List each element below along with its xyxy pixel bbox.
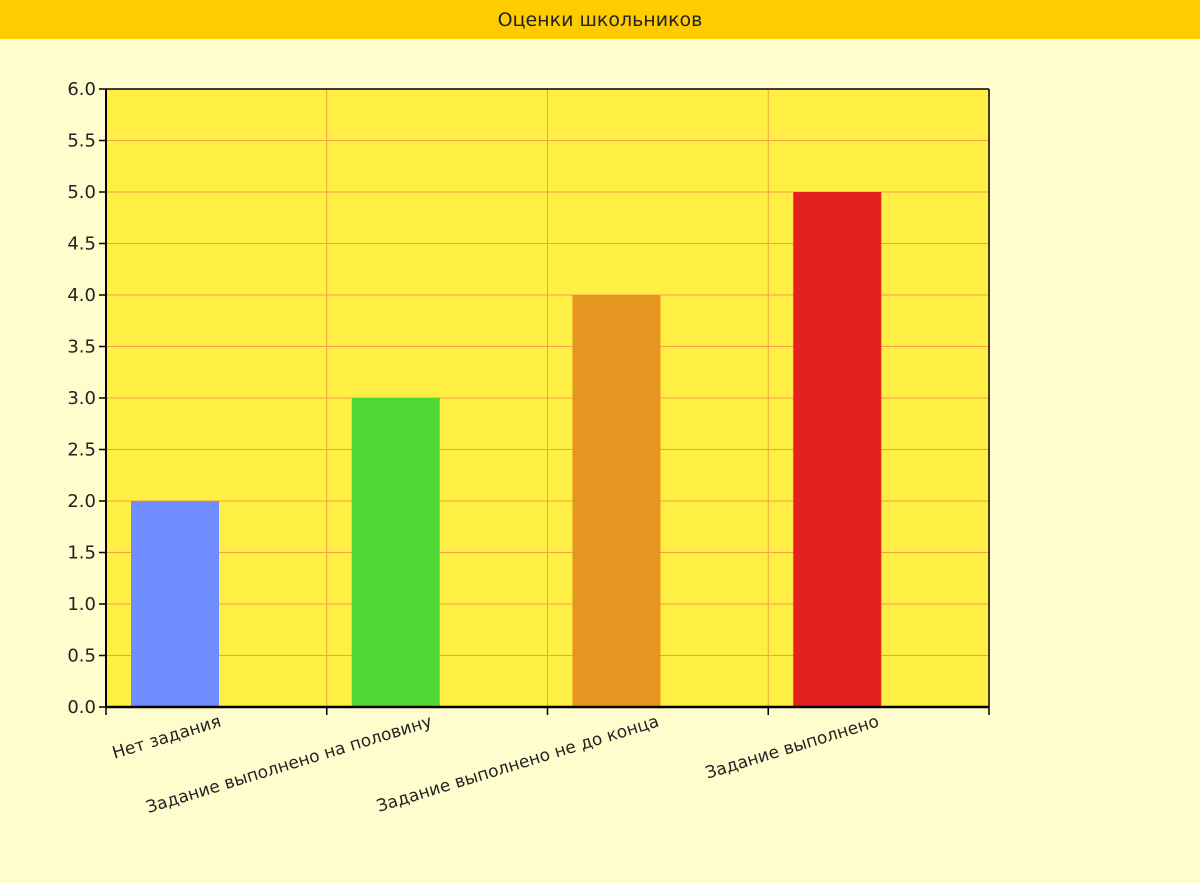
y-tick-label: 5.5 — [67, 131, 96, 152]
y-tick-label: 2.0 — [67, 491, 96, 512]
y-tick-label: 3.5 — [67, 337, 96, 358]
y-tick-label: 0.5 — [67, 646, 96, 667]
bar — [351, 398, 440, 707]
y-tick-label: 1.5 — [67, 543, 96, 564]
y-tick-label: 0.0 — [67, 697, 96, 718]
x-category-label: Нет задания — [110, 712, 224, 764]
bar — [572, 295, 661, 707]
y-tick-label: 4.0 — [67, 285, 96, 306]
bar — [131, 501, 219, 707]
bar — [793, 192, 882, 707]
y-tick-label: 3.0 — [67, 388, 96, 409]
y-tick-label: 5.0 — [67, 182, 96, 203]
y-tick-label: 4.5 — [67, 234, 96, 255]
y-tick-label: 2.5 — [67, 440, 96, 461]
y-tick-label: 6.0 — [67, 79, 96, 100]
chart-title: Оценки школьников — [497, 8, 703, 31]
chart-title-bar: Оценки школьников — [0, 0, 1200, 39]
x-category-label: Задание выполнено — [703, 712, 881, 784]
y-tick-label: 1.0 — [67, 594, 96, 615]
